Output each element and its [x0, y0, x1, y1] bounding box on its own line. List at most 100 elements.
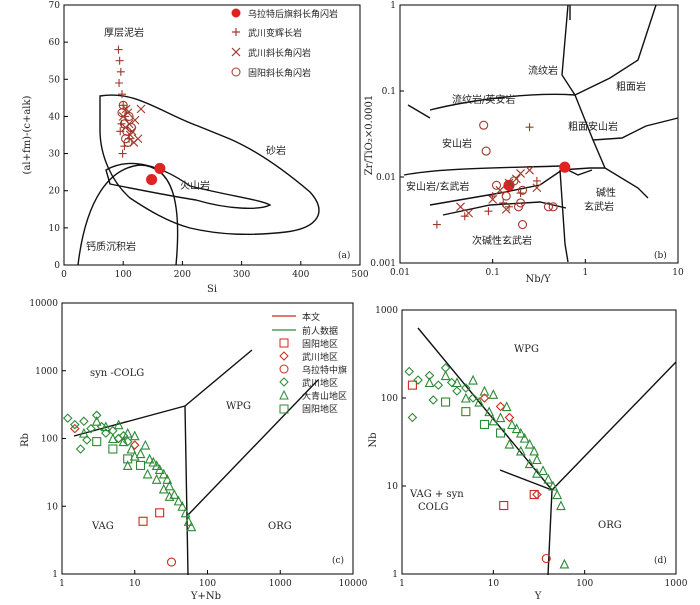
y-tick-label: 30 [49, 150, 61, 160]
y-tick-label: 100 [41, 435, 58, 445]
panel-b-frame [399, 4, 679, 264]
data-point-open-triangle [151, 474, 162, 484]
legend-green-square-icon [279, 404, 289, 414]
panel-a-calcareous-boundary [77, 164, 179, 266]
panel-c-points [62, 410, 197, 567]
data-point-open-triangle [452, 377, 462, 388]
x-tick-label: 100 [115, 270, 132, 280]
data-point-open-triangle [524, 458, 535, 469]
data-point-open-square [135, 460, 146, 471]
data-point-open-triangle [113, 419, 124, 430]
data-point-open-triangle [122, 460, 133, 471]
panel-a-legend: 乌拉特后旗斜长角闪岩 武川变辉长岩 武川斜长角闪岩 固阳斜长角闪岩 [231, 8, 338, 79]
data-point-open-circle [541, 553, 551, 564]
panel-c-letter: (c) [332, 555, 344, 566]
data-point-open-triangle [507, 419, 517, 430]
y-tick-label: 60 [49, 38, 61, 48]
data-point-open-diamond [118, 430, 129, 441]
data-point-open-triangle [135, 448, 146, 459]
data-point-open-circle [479, 120, 489, 130]
data-point-open-diamond [101, 428, 111, 438]
y-tick-label: 0.1 [382, 87, 396, 97]
data-point-plus [115, 56, 124, 65]
data-point-open-diamond [504, 412, 515, 423]
data-point-open-diamond [404, 366, 415, 377]
y-tick-label: 20 [49, 187, 61, 197]
panel-d-ticks: 1 10 100 1000 1 10 100 1000 [375, 306, 688, 589]
legend-red-circle-icon [279, 364, 289, 374]
y-tick-label: 50 [49, 75, 61, 85]
data-point-open-diamond [91, 410, 102, 421]
legend-cross-icon [231, 47, 241, 57]
data-point-open-circle [513, 202, 524, 212]
x-tick-label: 1 [399, 579, 405, 589]
data-point-open-diamond [407, 412, 418, 423]
data-point-open-triangle [107, 433, 118, 444]
data-point-cross [495, 185, 505, 195]
y-tick-label: 1 [390, 1, 396, 11]
panel-a-points [114, 45, 166, 186]
data-point-open-triangle [164, 491, 175, 501]
data-point-open-triangle [91, 415, 102, 426]
panel-d-label-vagsyn: VAG + syn [409, 489, 464, 500]
panel-b-label-trachyte: 粗面岩 [616, 80, 646, 93]
data-point-open-triangle [129, 430, 140, 441]
data-point-open-square [496, 428, 506, 438]
x-tick-label: 10 [129, 579, 141, 589]
x-tick-label: 0.1 [486, 268, 500, 278]
panel-a-letter: (a) [338, 250, 350, 261]
data-point-plus [532, 176, 541, 185]
panel-a-label-calcareous: 钙质沉积岩 [86, 240, 136, 253]
data-point-open-triangle [129, 450, 140, 461]
data-point-plus [114, 45, 123, 54]
legend-c-item-7: 大青山地区 [302, 390, 347, 402]
panel-b-label-subalkaline: 次碱性玄武岩 [472, 234, 532, 247]
y-tick-label: 100 [381, 394, 398, 404]
x-tick-label: 200 [174, 270, 191, 280]
panel-b-ylabel: Zr/TiO₂×0.0001 [364, 95, 375, 176]
x-tick-label: 1000 [269, 579, 292, 589]
data-point-open-diamond [468, 393, 478, 403]
data-point-cross [511, 174, 521, 184]
data-point-open-triangle [151, 460, 162, 471]
data-point-cross [504, 178, 514, 188]
x-tick-label: 500 [351, 270, 368, 280]
data-point-open-circle [123, 137, 133, 147]
data-point-open-square [108, 444, 118, 454]
data-point-open-triangle [424, 377, 435, 388]
data-point-open-diamond [70, 419, 80, 430]
data-point-open-square [499, 500, 509, 511]
data-point-open-triangle [164, 480, 175, 491]
data-point-open-triangle [519, 432, 530, 443]
panel-a-label-sandstone: 砂岩 [266, 144, 286, 157]
data-point-open-diamond [495, 401, 506, 412]
panel-a-label-volcanic: 火山岩 [180, 179, 210, 192]
data-point-plus [116, 67, 125, 76]
data-point-open-diamond [82, 435, 92, 445]
panel-a-frame [63, 4, 361, 266]
x-tick-label: 10000 [339, 579, 368, 589]
data-point-open-triangle [468, 374, 478, 385]
legend-c-item-8: 固阳地区 [302, 403, 338, 415]
data-point-open-diamond [129, 440, 140, 450]
data-point-open-square [441, 397, 451, 407]
legend-green-diamond-icon [279, 377, 289, 387]
data-point-cross [125, 130, 135, 140]
data-point-open-triangle [144, 453, 155, 464]
data-point-cross [488, 194, 498, 204]
data-point-open-triangle [484, 406, 495, 417]
data-point-open-triangle [559, 558, 570, 569]
data-point-open-diamond [461, 383, 471, 393]
data-point-open-triangle [488, 389, 499, 399]
data-point-open-diamond [62, 413, 73, 423]
data-point-plus [484, 207, 493, 216]
panel-b-letter: (b) [654, 250, 667, 261]
data-point-open-triangle [515, 445, 526, 456]
data-point-open-circle [548, 202, 558, 212]
data-point-cross [532, 183, 542, 193]
legend-c-item-6: 武川地区 [302, 377, 338, 389]
data-point-open-triangle [118, 436, 129, 447]
data-point-open-circle [501, 191, 511, 201]
data-point-open-triangle [158, 468, 169, 479]
